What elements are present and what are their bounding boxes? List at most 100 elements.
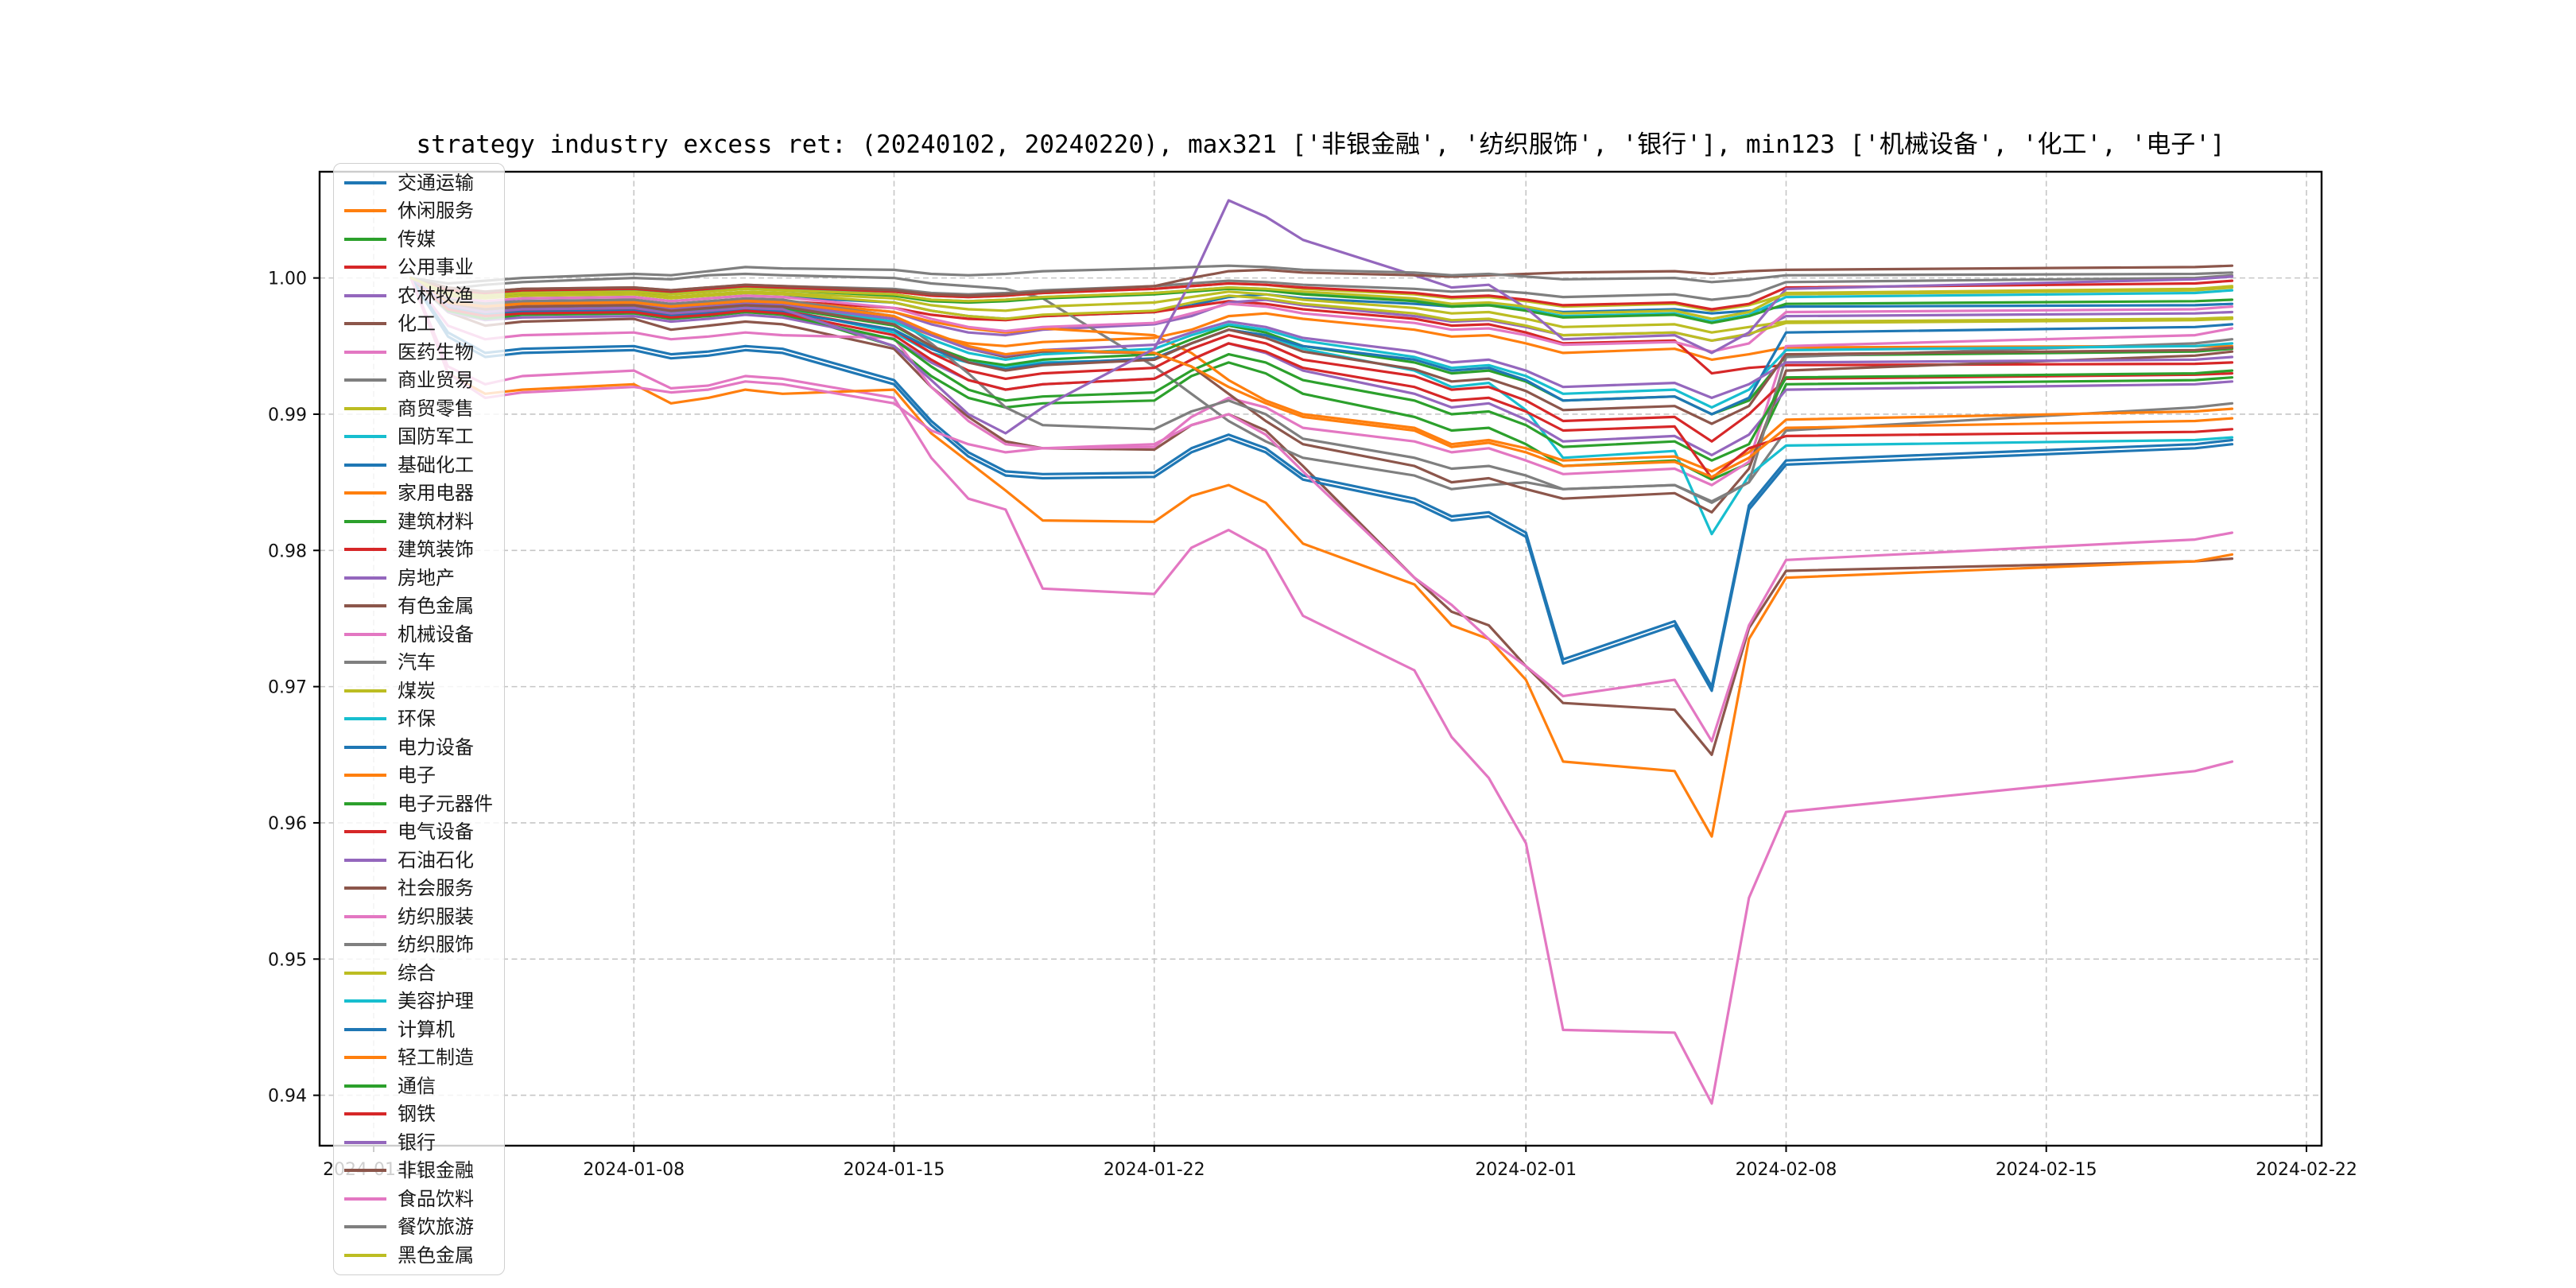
axis-tick-labels: 2024-01-012024-01-082024-01-152024-01-22…: [268, 270, 2357, 1180]
legend-line-swatch: [344, 1056, 386, 1060]
legend-label: 商贸零售: [398, 397, 474, 420]
legend-label: 交通运输: [398, 171, 474, 194]
legend-item-环保: 环保: [334, 705, 504, 734]
legend-label: 家用电器: [398, 482, 474, 505]
legend-item-电力设备: 电力设备: [334, 733, 504, 762]
series-line-非银金融: [409, 264, 2234, 297]
legend-line-swatch: [344, 576, 386, 580]
legend-line-swatch: [344, 322, 386, 326]
legend-line-swatch: [344, 180, 386, 184]
legend-item-煤炭: 煤炭: [334, 677, 504, 705]
series-line-基础化工: [409, 277, 2234, 692]
legend-item-通信: 通信: [334, 1072, 504, 1100]
legend-item-家用电器: 家用电器: [334, 479, 504, 508]
legend-item-综合: 综合: [334, 959, 504, 987]
axis-ticks: [313, 277, 2307, 1152]
legend-label: 银行: [398, 1131, 436, 1154]
series-line-轻工制造: [409, 277, 2234, 479]
legend-item-轻工制造: 轻工制造: [334, 1044, 504, 1073]
legend-line-swatch: [344, 1112, 386, 1116]
legend-item-交通运输: 交通运输: [334, 169, 504, 197]
series-line-汽车: [409, 277, 2234, 504]
series-line-计算机: [409, 277, 2234, 689]
legend-line-swatch: [344, 1140, 386, 1144]
legend-item-电子: 电子: [334, 762, 504, 790]
legend-line-swatch: [344, 774, 386, 778]
x-tick-label: 2024-01-08: [583, 1160, 685, 1180]
legend-item-农林牧渔: 农林牧渔: [334, 281, 504, 310]
legend-label: 综合: [398, 961, 436, 984]
legend-line-swatch: [344, 378, 386, 382]
legend-label: 轻工制造: [398, 1046, 474, 1069]
series-line-化工: [409, 277, 2234, 756]
legend-line-swatch: [344, 237, 386, 241]
legend-item-非银金融: 非银金融: [334, 1157, 504, 1185]
y-tick-label: 0.96: [268, 814, 307, 834]
legend-item-社会服务: 社会服务: [334, 875, 504, 903]
legend-line-swatch: [344, 406, 386, 410]
legend-label: 电力设备: [398, 735, 474, 758]
legend-line-swatch: [344, 1225, 386, 1229]
series-line-建筑装饰: [409, 277, 2234, 443]
legend-label: 基础化工: [398, 453, 474, 476]
legend-label: 汽车: [398, 651, 436, 674]
series-line-电气设备: [409, 277, 2234, 480]
legend-item-休闲服务: 休闲服务: [334, 197, 504, 226]
legend-label: 纺织服饰: [398, 933, 474, 956]
legend-item-房地产: 房地产: [334, 564, 504, 592]
legend-line-swatch: [344, 830, 386, 834]
legend-line-swatch: [344, 717, 386, 721]
gridlines: [320, 172, 2322, 1146]
legend-line-swatch: [344, 209, 386, 213]
legend-item-计算机: 计算机: [334, 1015, 504, 1044]
legend-label: 房地产: [398, 566, 455, 589]
x-tick-label: 2024-02-08: [1736, 1160, 1837, 1180]
legend-line-swatch: [344, 293, 386, 297]
legend-line-swatch: [344, 548, 386, 552]
legend-line-swatch: [344, 1253, 386, 1257]
legend-item-美容护理: 美容护理: [334, 987, 504, 1016]
series-line-机械设备: [409, 277, 2234, 1105]
legend-line-swatch: [344, 858, 386, 862]
legend-item-建筑装饰: 建筑装饰: [334, 536, 504, 564]
legend-label: 建筑材料: [398, 510, 474, 533]
legend-label: 石油石化: [398, 848, 474, 871]
series-line-餐饮旅游: [409, 264, 2234, 285]
legend-line-swatch: [344, 999, 386, 1003]
legend-line-swatch: [344, 745, 386, 749]
legend-label: 社会服务: [398, 877, 474, 900]
legend-label: 农林牧渔: [398, 284, 474, 307]
legend-line-swatch: [344, 689, 386, 692]
legend-item-食品饮料: 食品饮料: [334, 1185, 504, 1213]
legend-item-石油石化: 石油石化: [334, 846, 504, 875]
series-line-商贸零售: [409, 277, 2234, 334]
legend-item-银行: 银行: [334, 1128, 504, 1157]
legend-line-swatch: [344, 435, 386, 439]
legend-label: 有色金属: [398, 595, 474, 618]
legend-label: 化工: [398, 312, 436, 336]
legend-label: 电子元器件: [398, 792, 493, 815]
legend-item-商业贸易: 商业贸易: [334, 367, 504, 395]
legend-label: 餐饮旅游: [398, 1216, 474, 1239]
y-tick-label: 1.00: [268, 270, 307, 289]
x-tick-label: 2024-02-15: [1996, 1160, 2097, 1180]
legend-item-电子元器件: 电子元器件: [334, 789, 504, 818]
y-tick-label: 0.94: [268, 1087, 307, 1107]
legend-line-swatch: [344, 661, 386, 665]
legend-label: 医药生物: [398, 340, 474, 363]
series-line-社会服务: [409, 277, 2234, 425]
legend-line-swatch: [344, 519, 386, 523]
series-line-食品饮料: [409, 277, 2234, 743]
legend-item-纺织服饰: 纺织服饰: [334, 931, 504, 960]
legend-label: 煤炭: [398, 679, 436, 702]
legend-item-有色金属: 有色金属: [334, 592, 504, 621]
legend-item-餐饮旅游: 餐饮旅游: [334, 1213, 504, 1242]
chart-title: strategy industry excess ret: (20240102,…: [416, 130, 2225, 159]
legend-item-黑色金属: 黑色金属: [334, 1241, 504, 1270]
legend-item-纺织服装: 纺织服装: [334, 902, 504, 931]
series-line-黑色金属: [409, 277, 2234, 320]
series-line-医药生物: [409, 277, 2234, 487]
x-tick-label: 2024-02-22: [2256, 1160, 2357, 1180]
series-line-家用电器: [409, 277, 2234, 473]
legend-label: 国防军工: [398, 425, 474, 448]
